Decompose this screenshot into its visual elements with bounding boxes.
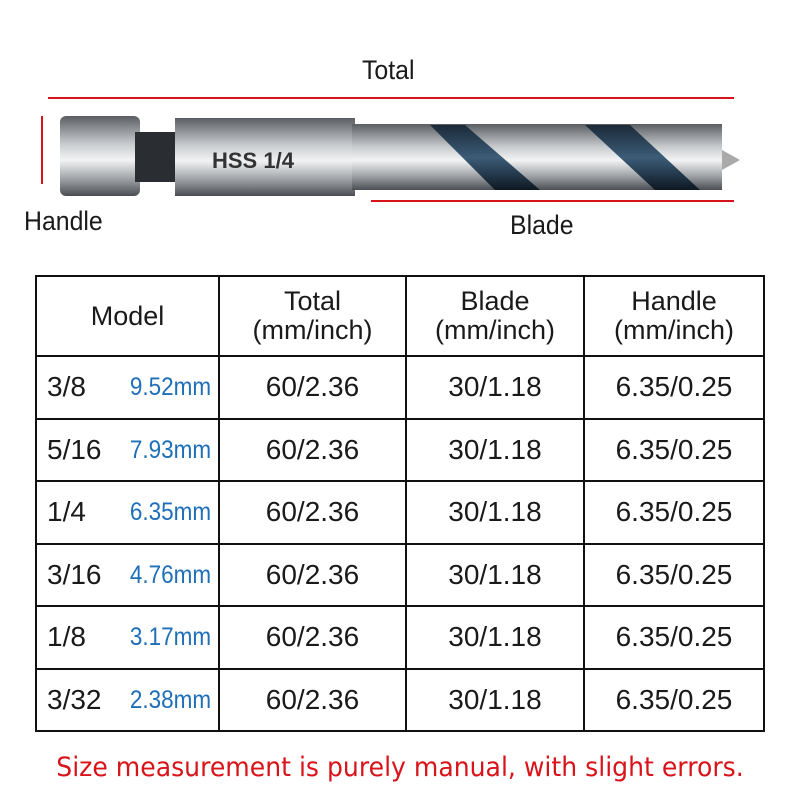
blade-cell: 30/1.18 bbox=[405, 605, 585, 670]
handle-cell: 6.35/0.25 bbox=[583, 542, 765, 607]
table-row: 1/4 6.35mm 60/2.36 30/1.18 6.35/0.25 bbox=[35, 480, 765, 545]
table-row: 1/8 3.17mm 60/2.36 30/1.18 6.35/0.25 bbox=[35, 605, 765, 670]
mm-size: 9.52mm bbox=[129, 373, 211, 402]
table-row: 3/8 9.52mm 60/2.36 30/1.18 6.35/0.25 bbox=[35, 355, 765, 420]
blade-cell: 30/1.18 bbox=[405, 667, 585, 732]
model-cell: 1/4 6.35mm bbox=[35, 480, 220, 545]
header-model: Model bbox=[35, 275, 220, 357]
handle-cell: 6.35/0.25 bbox=[583, 480, 765, 545]
header-total: Total (mm/inch) bbox=[218, 275, 407, 357]
model-cell: 3/8 9.52mm bbox=[35, 355, 220, 420]
total-cell: 60/2.36 bbox=[218, 605, 407, 670]
total-cell: 60/2.36 bbox=[218, 355, 407, 420]
total-cell: 60/2.36 bbox=[218, 667, 407, 732]
table-row: 3/32 2.38mm 60/2.36 30/1.18 6.35/0.25 bbox=[35, 667, 765, 732]
total-dimension-line bbox=[48, 97, 734, 99]
blade-cell: 30/1.18 bbox=[405, 417, 585, 482]
table-header-row: Model Total (mm/inch) Blade (mm/inch) Hand… bbox=[35, 275, 765, 357]
mm-size: 3.17mm bbox=[129, 623, 211, 652]
header-blade: Blade (mm/inch) bbox=[405, 275, 585, 357]
mm-size: 2.38mm bbox=[129, 685, 211, 714]
blade-cell: 30/1.18 bbox=[405, 542, 585, 607]
handle-dimension-line bbox=[41, 116, 43, 184]
mm-size: 6.35mm bbox=[129, 498, 211, 527]
handle-label: Handle bbox=[24, 206, 103, 236]
blade-dimension-line bbox=[371, 200, 734, 202]
header-handle: Handle (mm/inch) bbox=[583, 275, 765, 357]
blade-cell: 30/1.18 bbox=[405, 355, 585, 420]
handle-cell: 6.35/0.25 bbox=[583, 667, 765, 732]
mm-size: 7.93mm bbox=[129, 435, 211, 464]
blade-cell: 30/1.18 bbox=[405, 480, 585, 545]
total-cell: 60/2.36 bbox=[218, 542, 407, 607]
blade-label: Blade bbox=[510, 210, 574, 240]
spec-table: Model Total (mm/inch) Blade (mm/inch) Hand… bbox=[35, 275, 765, 732]
total-cell: 60/2.36 bbox=[218, 480, 407, 545]
disclaimer-note: Size measurement is purely manual, with … bbox=[56, 752, 744, 783]
model-cell: 3/32 2.38mm bbox=[35, 667, 220, 732]
total-label: Total bbox=[362, 55, 415, 85]
handle-cell: 6.35/0.25 bbox=[583, 355, 765, 420]
mm-size: 4.76mm bbox=[129, 560, 211, 589]
drill-bit-image: HSS 1/4 bbox=[60, 116, 740, 196]
shank-marking: HSS 1/4 bbox=[212, 148, 295, 173]
table-row: 3/16 4.76mm 60/2.36 30/1.18 6.35/0.25 bbox=[35, 542, 765, 607]
total-cell: 60/2.36 bbox=[218, 417, 407, 482]
model-cell: 5/16 7.93mm bbox=[35, 417, 220, 482]
model-cell: 3/16 4.76mm bbox=[35, 542, 220, 607]
handle-cell: 6.35/0.25 bbox=[583, 417, 765, 482]
handle-cell: 6.35/0.25 bbox=[583, 605, 765, 670]
table-row: 5/16 7.93mm 60/2.36 30/1.18 6.35/0.25 bbox=[35, 417, 765, 482]
model-cell: 1/8 3.17mm bbox=[35, 605, 220, 670]
